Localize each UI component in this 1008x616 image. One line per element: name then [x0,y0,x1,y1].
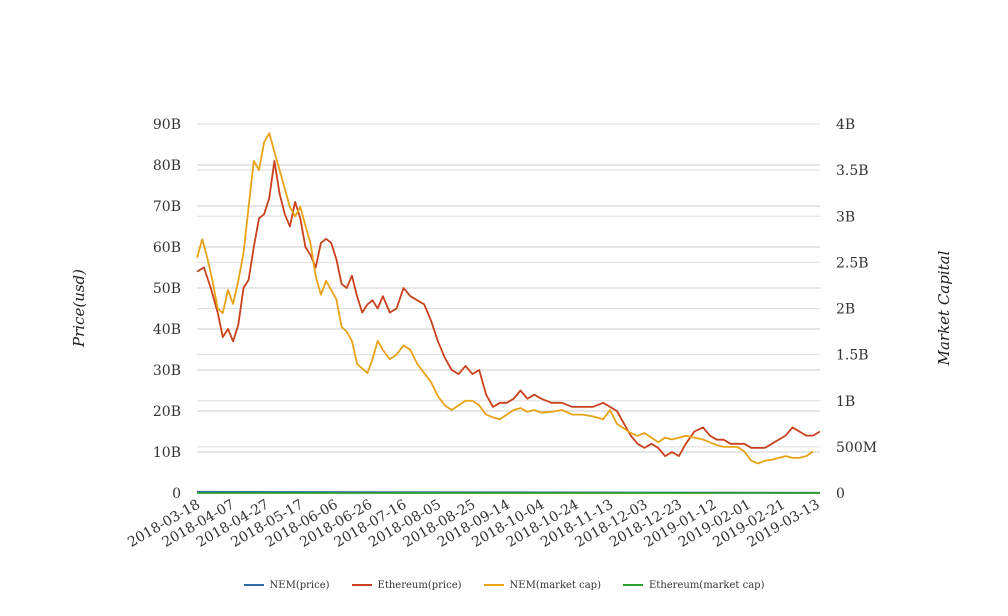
legend-item[interactable]: Ethereum(price) [351,579,462,591]
left-tick-label: 80B [153,158,181,174]
legend-label: NEM(market cap) [509,579,601,591]
legend-label: Ethereum(market cap) [649,579,765,591]
series-lines [196,132,821,494]
right-tick-label: 500M [836,440,877,456]
left-axis-ticks: 0 10B 20B 30B 40B 50B 60B 70B 80B 90B [153,117,181,502]
gridlines [197,123,820,494]
legend-swatch [351,584,372,586]
legend-swatch [243,584,264,586]
legend-swatch [623,584,643,586]
right-tick-label: 3.5B [836,163,869,179]
left-tick-label: 20B [153,404,181,420]
legend-item[interactable]: NEM(market cap) [483,579,601,591]
right-tick-label: 2B [836,302,855,318]
right-tick-label: 0 [836,486,845,502]
left-tick-label: 0 [172,486,181,502]
left-axis-title: Price(usd) [70,269,88,348]
series-line-nem-market-cap- [196,132,814,465]
left-tick-label: 10B [153,445,181,461]
right-axis-ticks: 0 500M 1B 1.5B 2B 2.5B 3B 3.5B 4B [836,117,877,502]
right-tick-label: 3B [836,209,855,225]
legend-swatch [483,584,504,586]
right-axis-title: Market Capital [935,250,953,366]
left-tick-label: 40B [153,322,181,338]
legend-item[interactable]: NEM(price) [243,579,330,591]
right-tick-label: 1.5B [836,348,869,364]
x-axis-ticks: 2018-03-182018-04-072018-04-272018-05-17… [125,497,822,551]
left-tick-label: 30B [153,363,181,379]
series-line-ethereum-price- [196,159,821,458]
right-tick-label: 4B [836,117,855,133]
right-tick-label: 2.5B [836,255,869,271]
legend: NEM(price) Ethereum(price) NEM(market cap)… [0,577,1008,593]
left-tick-label: 60B [153,240,181,256]
legend-label: Ethereum(price) [377,579,462,591]
legend-item[interactable]: Ethereum(market cap) [623,580,764,591]
left-tick-label: 90B [153,117,181,133]
right-tick-label: 1B [836,394,855,410]
left-tick-label: 50B [153,281,181,297]
legend-label: NEM(price) [269,579,330,591]
left-tick-label: 70B [153,199,181,215]
